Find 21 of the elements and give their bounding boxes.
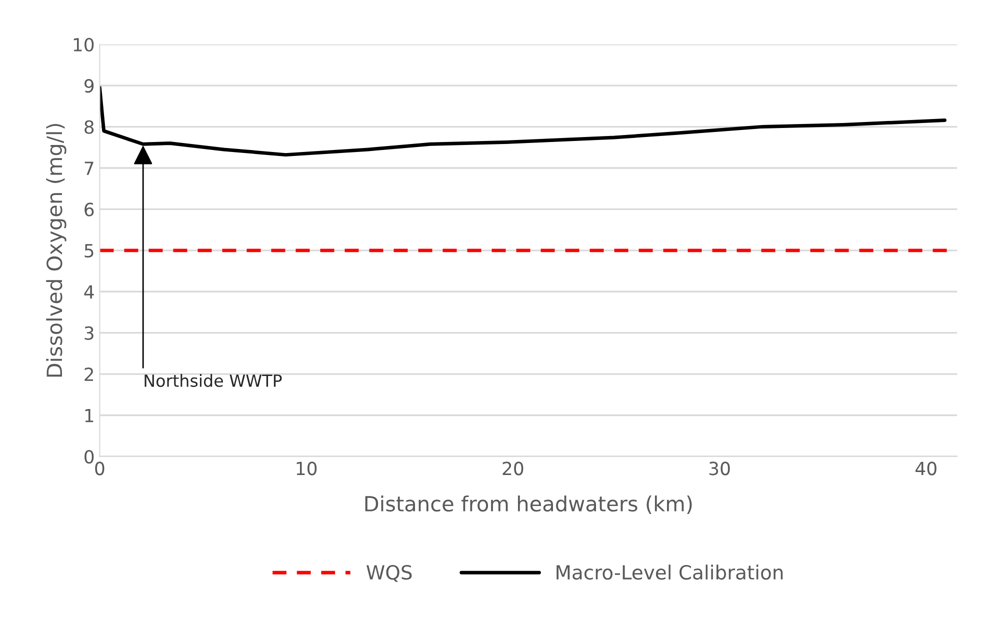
x-tick-label: 0 bbox=[95, 462, 104, 476]
y-tick-label: 10 bbox=[74, 38, 94, 52]
y-tick-label: 8 bbox=[84, 120, 94, 134]
y-tick-label: 4 bbox=[84, 285, 94, 298]
x-tick-label: 30 bbox=[709, 462, 730, 476]
y-tick-label: 9 bbox=[84, 79, 94, 93]
y-tick-label: 2 bbox=[84, 368, 94, 381]
y-tick-label: 7 bbox=[84, 162, 94, 175]
y-tick-label: 3 bbox=[84, 326, 94, 340]
y-axis-title: Dissolved Oxygen (mg/l) bbox=[46, 124, 66, 377]
x-tick-label: 10 bbox=[296, 462, 317, 476]
x-tick-label: 20 bbox=[502, 462, 524, 476]
y-tick-label: 5 bbox=[84, 244, 94, 258]
x-tick-label: 40 bbox=[916, 462, 936, 476]
annotation: Northside WWTP bbox=[144, 374, 282, 387]
legend-label: Macro-Level Calibration bbox=[556, 564, 783, 580]
y-tick-label: 6 bbox=[84, 202, 94, 216]
x-axis-title: Distance from headwaters (km) bbox=[365, 495, 692, 514]
y-tick-label: 0 bbox=[84, 450, 94, 464]
legend-label: WQS bbox=[366, 564, 412, 582]
y-tick-label: 1 bbox=[85, 408, 94, 422]
